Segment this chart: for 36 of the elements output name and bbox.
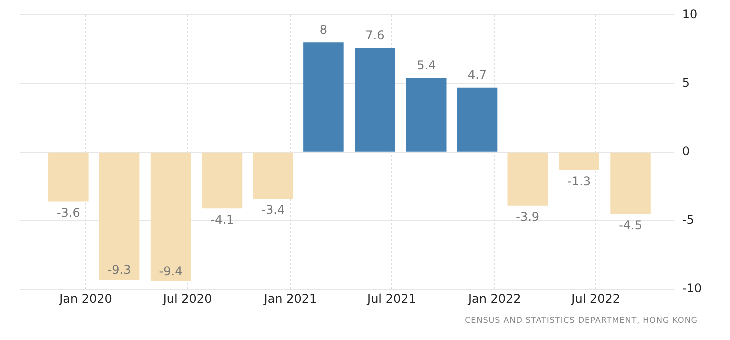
data-label: -4.5 (619, 218, 642, 232)
bar (150, 152, 192, 282)
data-label: -9.4 (159, 264, 183, 278)
data-label: 5.4 (417, 58, 436, 72)
data-label: -3.4 (262, 203, 286, 218)
data-label: -9.3 (108, 263, 132, 278)
data-label: 4.7 (468, 68, 488, 82)
text: CENSUS AND STATISTICS DEPARTMENT, HONG KONG (465, 316, 698, 325)
x-tick-label: Jan 2022 (467, 292, 522, 306)
bar (99, 152, 140, 280)
bar (202, 152, 243, 209)
bar (610, 152, 651, 214)
x-tick-label: Jan 2020 (58, 292, 112, 306)
data-label: -1.3 (568, 174, 592, 188)
bar (355, 48, 396, 152)
y-tick-label: 5 (682, 76, 690, 90)
x-tick-label: Jul 2021 (366, 292, 416, 306)
data-label: -3.6 (56, 206, 80, 220)
y-tick-label: -10 (682, 282, 702, 296)
bar (253, 152, 294, 200)
bar (48, 152, 89, 202)
bar (304, 42, 344, 152)
data-label: -4.1 (210, 212, 234, 227)
x-tick-label: Jul 2022 (570, 292, 621, 306)
bar (559, 152, 600, 170)
bar (508, 152, 548, 206)
data-label: -3.9 (516, 210, 540, 224)
y-tick-label: 10 (682, 7, 698, 22)
data-label: 8 (320, 22, 328, 37)
bar (406, 78, 447, 152)
x-tick-label: Jan 2021 (263, 292, 318, 306)
y-tick-label: -5 (682, 213, 694, 228)
data-label: 7.6 (366, 28, 385, 42)
y-tick-label: 0 (682, 144, 690, 159)
bar (457, 88, 498, 152)
x-tick-label: Jul 2020 (162, 292, 212, 306)
